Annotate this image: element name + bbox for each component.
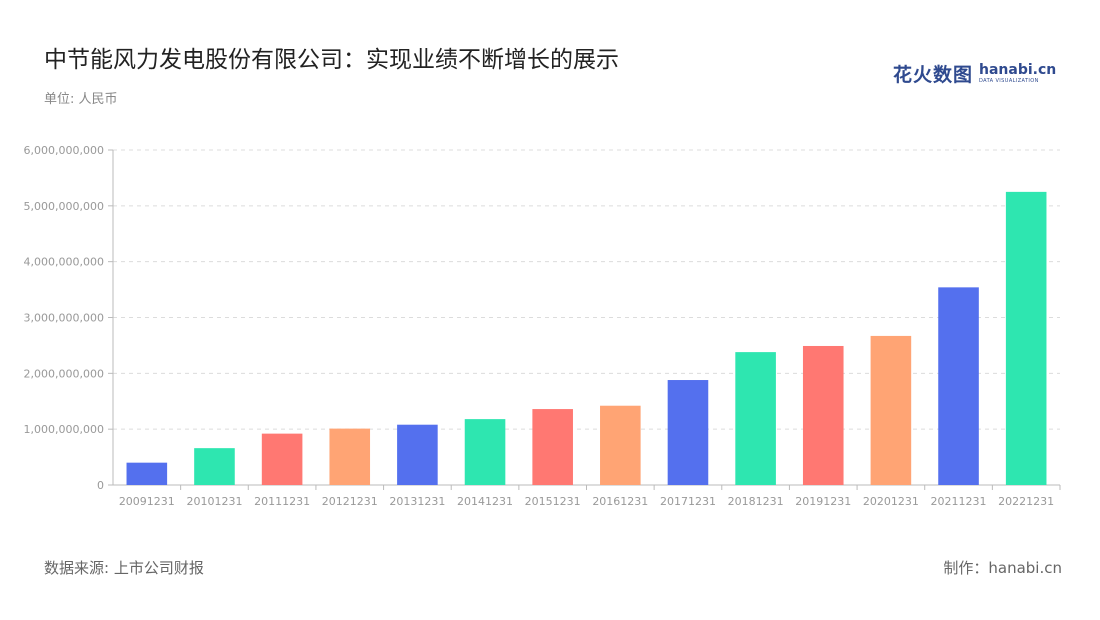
bar: [1005, 191, 1047, 485]
y-tick-label: 0: [97, 479, 104, 492]
bar: [194, 448, 235, 485]
x-tick-label: 20191231: [795, 495, 851, 508]
y-tick-label: 3,000,000,000: [24, 312, 104, 325]
bar: [735, 352, 776, 485]
x-tick-label: 20131231: [389, 495, 445, 508]
bar: [464, 419, 506, 485]
x-tick-label: 20171231: [660, 495, 716, 508]
bar: [532, 409, 573, 485]
y-tick-label: 5,000,000,000: [24, 200, 104, 213]
bar: [126, 462, 168, 485]
bar: [802, 345, 844, 485]
y-tick-label: 1,000,000,000: [24, 423, 104, 436]
x-tick-label: 20141231: [457, 495, 513, 508]
x-tick-label: 20161231: [592, 495, 648, 508]
logo-en-block: hanabi.cn DATA VISUALIZATION: [979, 63, 1056, 84]
x-tick-label: 20211231: [931, 495, 987, 508]
x-tick-label: 20221231: [998, 495, 1054, 508]
x-tick-label: 20181231: [728, 495, 784, 508]
chart-title: 中节能风力发电股份有限公司：实现业绩不断增长的展示: [44, 47, 619, 73]
unit-label: 单位: 人民币: [44, 92, 118, 107]
bar: [667, 380, 709, 485]
y-tick-label: 6,000,000,000: [24, 144, 104, 157]
bar: [600, 405, 641, 485]
x-tick-label: 20091231: [119, 495, 175, 508]
y-tick-label: 2,000,000,000: [24, 367, 104, 380]
brand-logo: 花火数图 hanabi.cn DATA VISUALIZATION: [893, 60, 1056, 86]
credit-text: 制作：hanabi.cn: [943, 559, 1062, 577]
x-tick-label: 20201231: [863, 495, 919, 508]
y-tick-label: 4,000,000,000: [24, 256, 104, 269]
bar: [870, 335, 912, 485]
x-tick-label: 20111231: [254, 495, 310, 508]
bar: [397, 424, 438, 485]
logo-en-subtext: DATA VISUALIZATION: [979, 77, 1039, 84]
bar: [329, 428, 371, 485]
x-tick-label: 20121231: [322, 495, 378, 508]
bar: [261, 433, 303, 485]
logo-en-text: hanabi.cn: [979, 61, 1057, 78]
bar: [938, 287, 979, 485]
x-tick-label: 20101231: [186, 495, 242, 508]
data-source: 数据来源: 上市公司财报: [44, 559, 204, 577]
logo-cn-text: 花火数图: [893, 63, 974, 86]
x-tick-label: 20151231: [525, 495, 581, 508]
